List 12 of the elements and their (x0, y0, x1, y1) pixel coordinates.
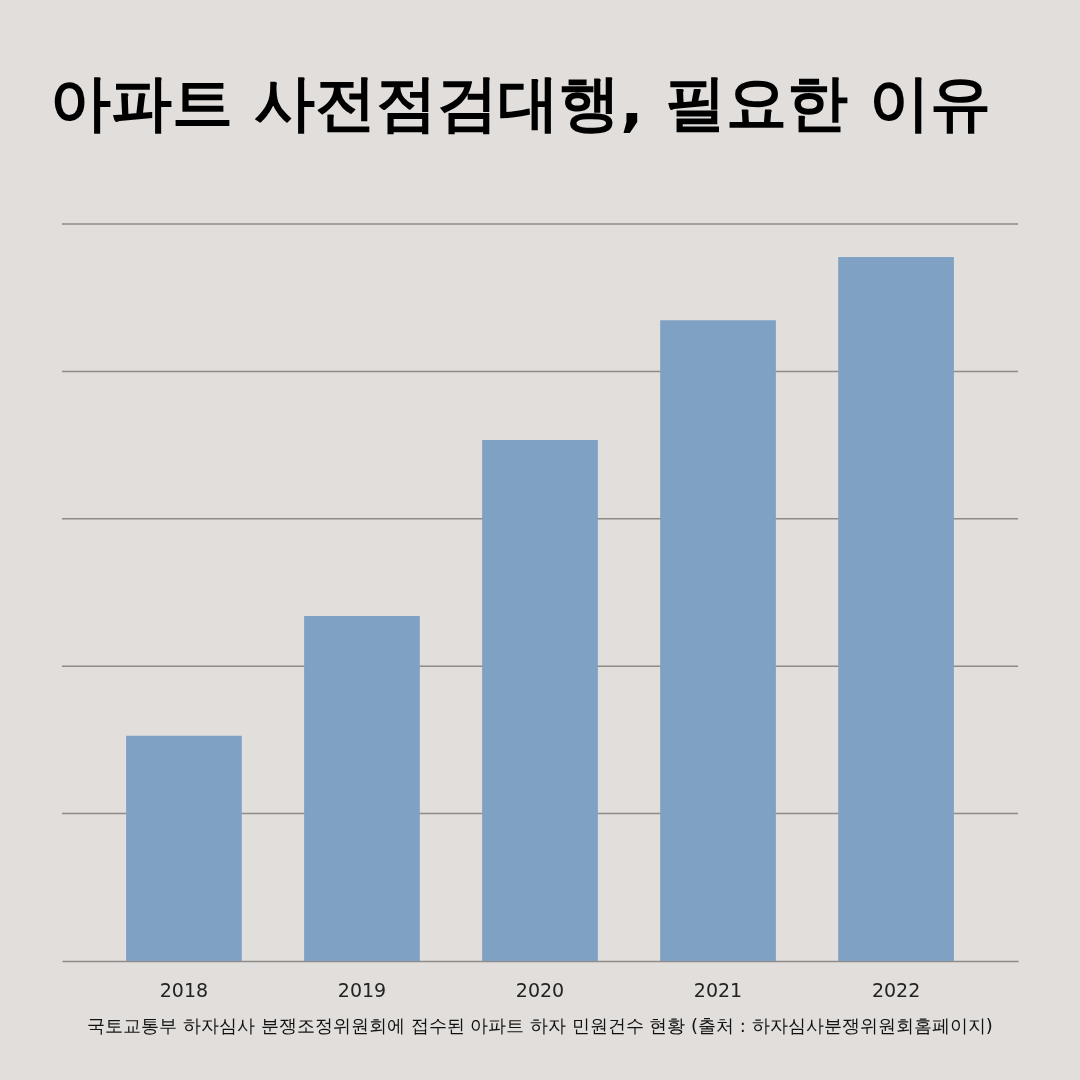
bar (482, 440, 598, 961)
text: 국토교통부 하자심사 분쟁조정위원회에 접수된 아파트 하자 민원건수 현황 (출처 : 하자심사분쟁위원회홈페이지) (87, 1015, 993, 1036)
x-tick-label: 2021 (693, 978, 743, 1001)
bar (304, 616, 420, 961)
x-tick-label: 2022 (871, 978, 921, 1001)
x-tick-label: 2020 (515, 978, 565, 1001)
bar (660, 320, 776, 961)
x-tick-label: 2019 (337, 978, 387, 1001)
x-tick-label: 2018 (159, 978, 209, 1001)
chart-title: 아파트 사전점검대행, 필요한 이유 (50, 67, 991, 139)
bar (838, 257, 954, 961)
bar (126, 735, 242, 961)
